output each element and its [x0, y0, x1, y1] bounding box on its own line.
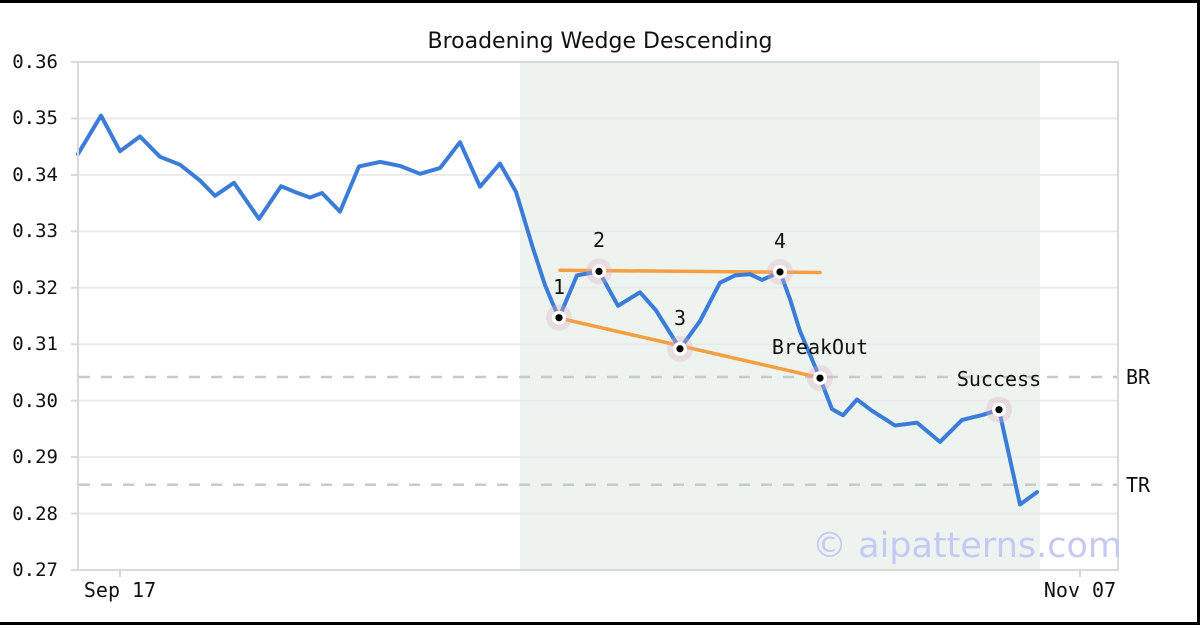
plot-border [77, 61, 1119, 571]
support-trendline [558, 316, 821, 380]
annotation-label-2: 2 [592, 228, 606, 253]
marker-dot [816, 374, 824, 382]
y-tick-label: 0.29 [12, 446, 58, 469]
y-tick-label: 0.28 [12, 502, 58, 525]
watermark: © aipatterns.com [811, 526, 1123, 566]
target-level-label: TR [1126, 472, 1151, 497]
y-tick-label: 0.30 [12, 389, 58, 412]
annotation-label-4: 4 [773, 228, 787, 253]
annotation-label-3: 3 [673, 305, 687, 330]
y-tick-label: 0.27 [12, 559, 58, 581]
annotation-label-1: 1 [552, 274, 566, 299]
breakout-level-label: BR [1126, 364, 1151, 389]
marker-dot [595, 267, 603, 276]
y-tick-label: 0.35 [12, 107, 58, 130]
y-tick-label: 0.36 [12, 51, 58, 73]
x-tick-label: Sep 17 [83, 578, 157, 602]
y-tick-label: 0.32 [12, 276, 58, 299]
y-tick-label: 0.31 [12, 333, 58, 356]
y-tick-label: 0.33 [12, 220, 58, 243]
y-tick-label: 0.34 [12, 163, 58, 186]
chart-title: Broadening Wedge Descending [427, 29, 773, 54]
pattern-zone [520, 63, 1040, 569]
x-tick-label: Nov 07 [1043, 578, 1117, 602]
marker-dot [555, 314, 563, 322]
annotation-label-success: Success [956, 366, 1042, 391]
marker-dot [995, 406, 1003, 414]
marker-dot [776, 268, 784, 276]
marker-dot [676, 345, 684, 353]
annotation-label-breakout: BreakOut [771, 335, 869, 360]
